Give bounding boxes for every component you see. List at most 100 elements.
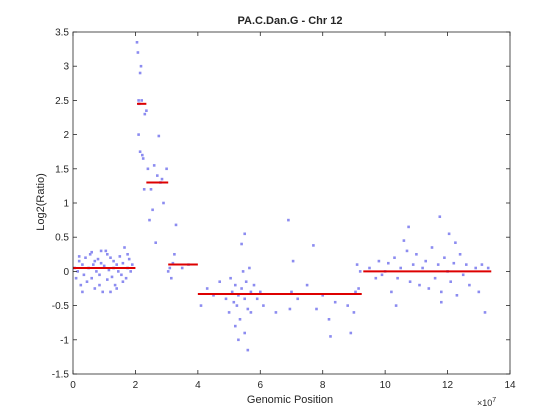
- x-tick-label: 0: [70, 380, 76, 391]
- data-point: [98, 283, 101, 287]
- x-axis-multiplier-exponent: 7: [492, 397, 496, 404]
- data-point: [368, 266, 371, 270]
- data-point: [237, 294, 240, 297]
- data-point: [248, 266, 251, 270]
- data-point: [357, 287, 360, 290]
- data-point: [424, 259, 427, 263]
- data-point: [174, 223, 178, 227]
- data-point: [237, 338, 240, 342]
- y-tick-label: 3.5: [55, 28, 69, 39]
- y-tick-label: -1: [60, 335, 69, 346]
- data-point: [246, 348, 250, 352]
- data-point: [418, 283, 421, 287]
- data-point: [430, 246, 434, 249]
- data-point: [458, 253, 462, 256]
- data-point: [243, 297, 246, 301]
- data-point: [443, 256, 446, 259]
- data-point: [461, 273, 465, 277]
- data-point: [106, 278, 109, 281]
- data-point: [440, 300, 443, 304]
- data-point: [234, 324, 237, 328]
- data-point: [173, 253, 176, 256]
- data-point: [274, 311, 278, 314]
- data-points: [73, 41, 490, 352]
- data-point: [90, 250, 93, 254]
- data-point: [104, 249, 108, 253]
- data-point: [138, 150, 142, 153]
- data-point: [287, 218, 290, 222]
- data-point: [99, 261, 103, 265]
- data-point: [126, 253, 129, 256]
- data-point: [355, 263, 359, 266]
- data-point: [81, 263, 84, 266]
- y-tick-label: 2: [63, 130, 69, 141]
- data-point: [477, 290, 481, 294]
- data-point: [349, 331, 353, 335]
- data-point: [486, 266, 490, 270]
- data-point: [199, 304, 203, 307]
- data-point: [121, 261, 125, 265]
- data-point: [240, 242, 243, 246]
- data-point: [396, 276, 399, 280]
- data-point: [99, 249, 103, 253]
- data-point: [421, 266, 424, 270]
- data-point: [415, 253, 418, 256]
- data-point: [390, 290, 393, 294]
- data-point: [121, 280, 125, 283]
- data-point: [85, 280, 89, 283]
- data-point: [229, 276, 232, 280]
- data-point: [162, 201, 165, 205]
- data-point: [77, 259, 81, 263]
- x-axis-label: Genomic Position: [247, 394, 333, 406]
- tick-labels: 0 2 4 6 8 10 12 14 -1.5 -1 -0.5 0 0.5 1 1.5 2 2.5 3 3.5: [52, 28, 516, 392]
- y-tick-label: -0.5: [52, 301, 70, 312]
- data-point: [74, 276, 78, 280]
- data-point: [90, 276, 93, 280]
- data-point: [95, 270, 98, 273]
- x-tick-label: 10: [380, 380, 392, 391]
- data-point: [102, 264, 106, 268]
- axes: [72, 31, 511, 375]
- data-point: [107, 268, 111, 272]
- data-point: [93, 287, 97, 290]
- data-point: [440, 290, 443, 294]
- data-point: [151, 208, 154, 212]
- data-point: [131, 263, 134, 266]
- data-point: [109, 290, 112, 294]
- data-point: [152, 164, 156, 167]
- data-point: [137, 133, 140, 136]
- x-tick-label: 8: [320, 380, 326, 391]
- data-point: [394, 304, 398, 307]
- data-point: [408, 280, 412, 283]
- data-point: [427, 287, 431, 290]
- y-tick-label: -1.5: [52, 370, 70, 381]
- data-point: [230, 290, 234, 294]
- data-point: [468, 283, 471, 287]
- y-axis-label: Log2(Ratio): [35, 173, 47, 230]
- data-point: [139, 64, 143, 68]
- data-point: [354, 290, 357, 294]
- data-point: [117, 270, 120, 273]
- data-point: [358, 270, 362, 273]
- y-tick-label: 0: [63, 267, 69, 278]
- data-point: [474, 266, 477, 270]
- data-point: [452, 261, 456, 265]
- y-tick-label: 0.5: [55, 233, 69, 244]
- data-point: [227, 311, 231, 314]
- x-tick-label: 4: [195, 380, 201, 391]
- data-point: [241, 270, 245, 273]
- data-point: [166, 270, 170, 273]
- data-point: [101, 290, 104, 294]
- chart-title: PA.C.Dan.G - Chr 12: [238, 15, 343, 27]
- data-point: [438, 215, 442, 218]
- data-point: [218, 280, 221, 283]
- data-point: [252, 283, 256, 287]
- data-point: [234, 283, 237, 287]
- data-point: [88, 253, 92, 256]
- data-point: [109, 256, 112, 259]
- data-point: [327, 318, 331, 321]
- data-point: [399, 266, 402, 270]
- data-point: [333, 300, 337, 304]
- data-point: [140, 99, 143, 102]
